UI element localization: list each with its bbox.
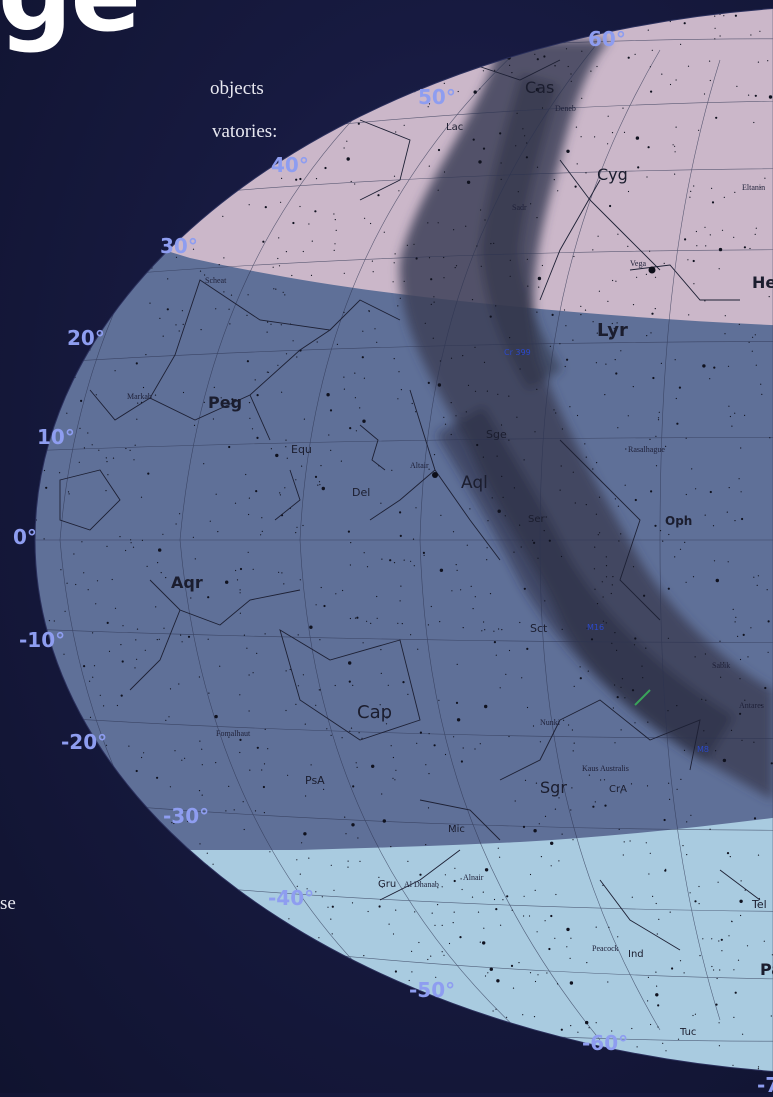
constellation-label: He <box>752 273 773 292</box>
star-label: Markab <box>127 392 152 401</box>
constellation-label: Equ <box>291 443 312 456</box>
star-label: Deneb <box>555 104 576 113</box>
object-labels: M16 M8 Cr 399 <box>504 348 709 754</box>
dec-label-20: 20° <box>67 326 105 350</box>
star-label: Fomalhaut <box>216 729 251 738</box>
constellation-labels: Cas Cyg Lac Lyr He Peg Equ Del Sge Aql O… <box>171 78 773 1038</box>
constellation-label: Cas <box>525 78 554 97</box>
constellation-label: Cap <box>357 702 392 723</box>
object-label: Cr 399 <box>504 348 531 357</box>
constellation-label: Cyg <box>597 165 628 184</box>
star-label: Rasalhague <box>628 445 665 454</box>
constellation-label: CrA <box>609 784 627 795</box>
star-label: Peacock <box>592 944 619 953</box>
constellation-label: Del <box>352 486 370 499</box>
constellation-label: Peg <box>208 393 242 412</box>
constellation-label: Pa <box>760 960 773 979</box>
star-label: Vega <box>630 259 646 268</box>
dec-label-m70: -7 <box>757 1073 773 1097</box>
constellation-label: Aql <box>461 473 488 493</box>
dec-label-0: 0° <box>13 525 37 549</box>
constellation-label: Aqr <box>171 573 203 592</box>
star-label: Al Dhanab <box>404 880 439 889</box>
dec-label-50: 50° <box>418 85 456 109</box>
dec-label-m10: -10° <box>19 628 66 652</box>
star-label: Alnair <box>463 873 484 882</box>
constellation-label: Tuc <box>679 1027 696 1038</box>
star-label: Nunki <box>540 718 561 727</box>
object-label: M16 <box>587 623 604 632</box>
constellation-label: Tel <box>751 898 767 911</box>
star-label: Sabik <box>712 661 730 670</box>
dec-label-60: 60° <box>588 27 626 51</box>
altair-marker <box>432 472 438 478</box>
constellation-label: Sge <box>486 428 507 441</box>
page-headline: ge <box>0 0 141 46</box>
body-text-line-3: se <box>0 893 16 914</box>
object-label: M8 <box>697 745 709 754</box>
constellation-label: Gru <box>378 879 396 890</box>
constellation-label: PsA <box>305 774 325 787</box>
dec-label-10: 10° <box>37 425 75 449</box>
dec-label-40: 40° <box>271 153 309 177</box>
dec-label-m20: -20° <box>61 730 108 754</box>
constellation-label: Ser <box>528 514 546 525</box>
body-text-line-1: objects <box>210 78 264 99</box>
dec-label-m50: -50° <box>409 978 456 1002</box>
star-label: Altair <box>410 461 429 470</box>
constellation-label: Lac <box>446 122 463 133</box>
map-border <box>34 8 773 1072</box>
star-label: Scheat <box>205 276 227 285</box>
star-label: Kaus Australis <box>582 764 629 773</box>
vega-marker <box>648 266 656 274</box>
dec-label-m30: -30° <box>163 804 210 828</box>
dec-label-m40: -40° <box>268 886 315 910</box>
constellation-label: Ind <box>628 949 644 960</box>
constellation-label: Lyr <box>597 320 628 341</box>
constellation-label: Sct <box>530 622 548 635</box>
constellation-label: Sgr <box>540 778 567 797</box>
constellation-label: Mic <box>448 824 465 835</box>
dec-label-30: 30° <box>160 234 198 258</box>
dec-label-m60: -60° <box>582 1031 629 1055</box>
nebula-marker <box>634 689 651 706</box>
star-label: Eltanin <box>742 183 765 192</box>
body-text-line-2: vatories: <box>212 121 278 142</box>
star-label: Sadr <box>512 203 527 212</box>
star-label: Antares <box>739 701 764 710</box>
star-labels: Scheat Markab Altair Vega Deneb Sadr Ras… <box>127 104 765 953</box>
constellation-label: Oph <box>665 514 692 528</box>
